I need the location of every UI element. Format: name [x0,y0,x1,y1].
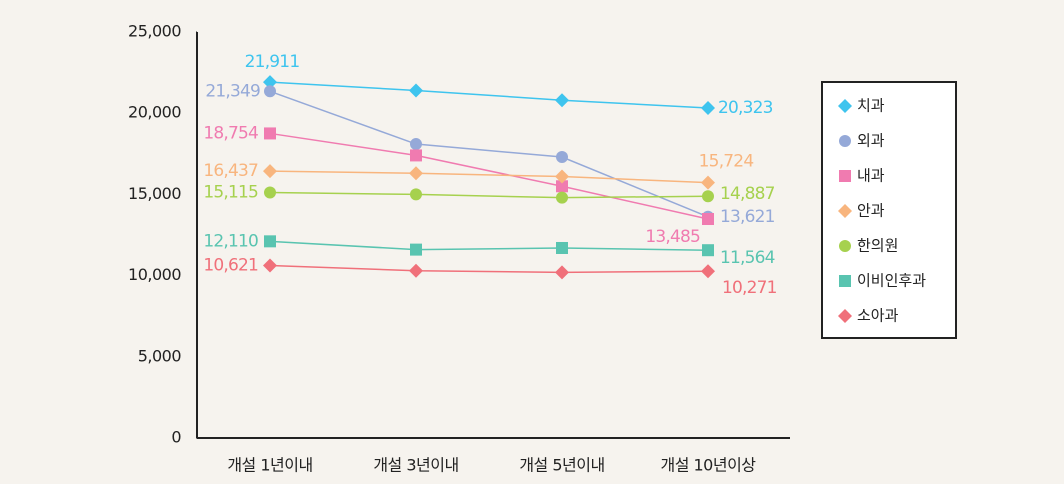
data-point [701,100,715,115]
data-point [410,243,422,256]
data-label: 15,724 [699,152,754,172]
legend-label: 외과 [857,132,885,150]
data-point [264,127,276,140]
legend-marker [838,99,852,113]
legend-marker [838,204,852,218]
legend-label: 이비인후과 [857,272,926,290]
series-line [269,132,709,220]
data-point [556,180,568,193]
series-line [269,90,709,218]
data-label: 16,437 [203,161,258,181]
legend-marker [839,275,851,287]
legend-marker [839,240,851,252]
data-point [409,166,423,181]
legend-label: 안과 [857,202,885,220]
data-label: 12,110 [203,231,258,251]
data-point [410,138,422,151]
data-point [264,186,276,199]
data-label: 10,621 [203,256,258,276]
y-tick-label: 5,000 [138,346,182,365]
data-point [263,258,277,273]
x-tick-label: 개설 5년이내 [519,456,604,475]
y-tick-label: 20,000 [128,103,181,122]
data-label: 13,485 [645,227,700,247]
legend-label: 한의원 [857,237,898,255]
data-point [409,263,423,278]
x-tick-label: 개설 10년이상 [660,456,756,475]
legend-label: 소아과 [857,307,899,325]
data-point [410,149,422,162]
data-point [556,241,568,254]
data-point [263,75,277,90]
data-point [555,169,569,184]
data-label: 11,564 [720,248,775,268]
y-tick-label: 15,000 [128,184,181,203]
data-label: 13,621 [720,207,775,227]
data-point [263,164,277,179]
legend-marker [838,309,852,323]
data-label: 18,754 [203,123,258,143]
data-point [409,83,423,98]
data-point [264,235,276,248]
legend-label: 내과 [857,167,885,185]
data-label: 15,115 [203,183,258,203]
data-point [264,85,276,98]
data-point [702,244,714,257]
series-line [269,170,709,184]
data-label: 10,271 [722,278,777,298]
y-tick-label: 0 [171,428,181,447]
x-tick-label: 개설 1년이내 [227,456,312,475]
legend-label: 치과 [857,97,885,115]
data-point [702,190,714,203]
data-point [410,188,422,201]
y-tick-label: 25,000 [128,22,181,41]
data-point [556,151,568,164]
data-point [702,213,714,226]
x-tick-label: 개설 3년이내 [373,456,458,475]
data-point [556,191,568,204]
data-point [701,264,715,279]
series-line [269,240,709,251]
data-label: 14,887 [720,184,775,204]
data-point [701,175,715,190]
data-label: 21,911 [245,52,300,72]
legend-marker [839,170,851,182]
y-tick-label: 10,000 [128,265,181,284]
series-line [269,81,709,109]
data-label: 20,323 [718,98,773,118]
data-point [555,93,569,108]
series-line [269,191,709,199]
series-line [269,264,709,274]
data-point [555,265,569,280]
data-label: 21,349 [205,81,260,101]
legend-marker [839,135,851,147]
